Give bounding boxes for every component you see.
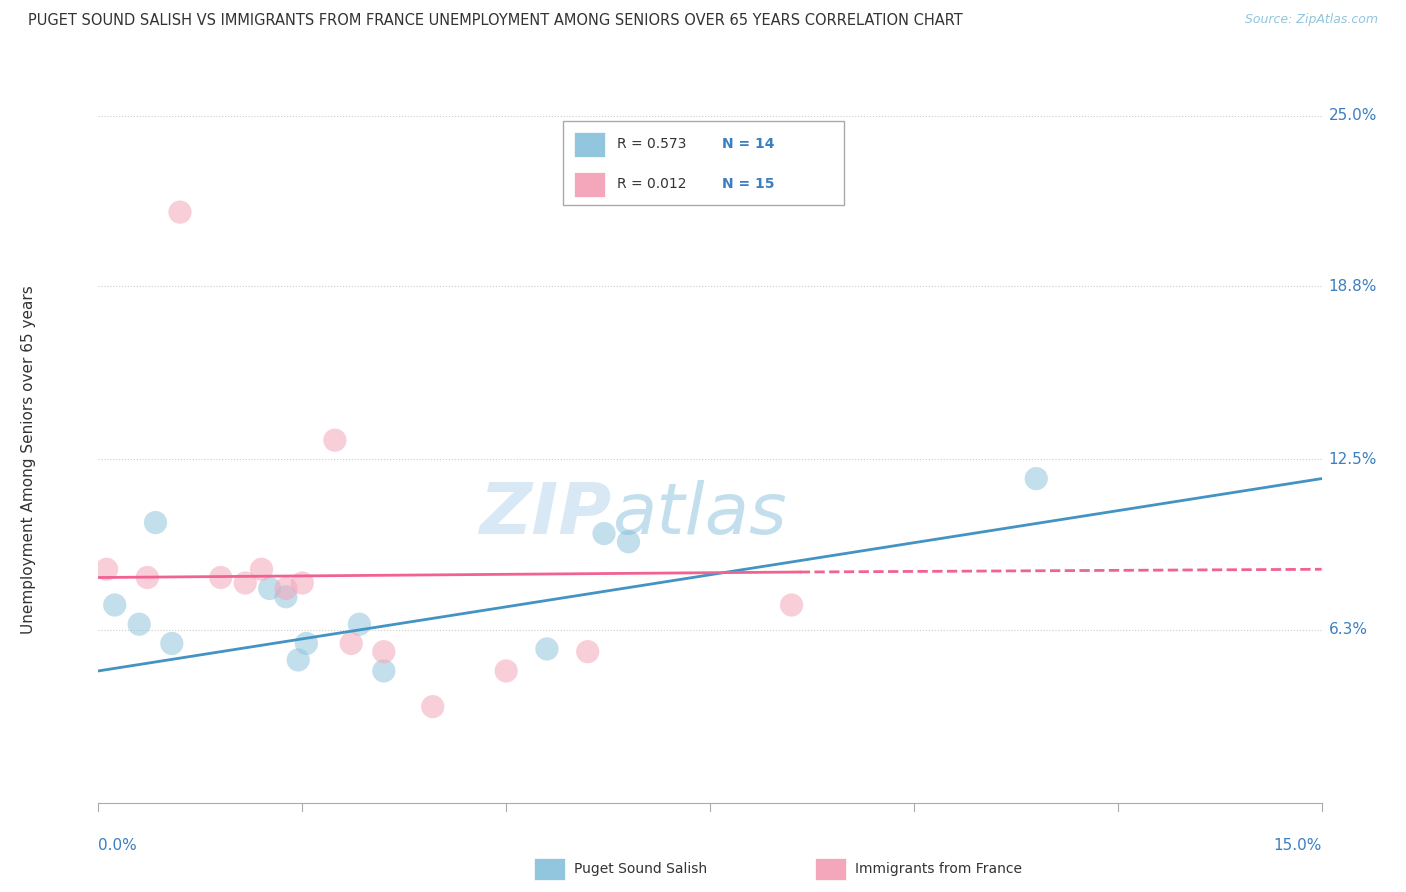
- Point: [274, 590, 297, 604]
- Point: [291, 576, 314, 591]
- Point: [373, 664, 395, 678]
- Text: Unemployment Among Seniors over 65 years: Unemployment Among Seniors over 65 years: [21, 285, 35, 633]
- Point: [780, 598, 803, 612]
- Text: Immigrants from France: Immigrants from France: [855, 862, 1022, 876]
- Point: [536, 642, 558, 657]
- Point: [422, 699, 444, 714]
- Point: [495, 664, 517, 678]
- Point: [259, 582, 281, 596]
- Point: [160, 636, 183, 650]
- Point: [128, 617, 150, 632]
- Text: PUGET SOUND SALISH VS IMMIGRANTS FROM FRANCE UNEMPLOYMENT AMONG SENIORS OVER 65 : PUGET SOUND SALISH VS IMMIGRANTS FROM FR…: [28, 13, 963, 29]
- Text: 6.3%: 6.3%: [1329, 623, 1368, 637]
- Text: Source: ZipAtlas.com: Source: ZipAtlas.com: [1244, 13, 1378, 27]
- Text: N = 15: N = 15: [723, 178, 775, 191]
- Point: [340, 636, 363, 650]
- Text: N = 14: N = 14: [723, 137, 775, 152]
- Text: R = 0.573: R = 0.573: [617, 137, 686, 152]
- Point: [209, 570, 232, 584]
- Point: [373, 645, 395, 659]
- Text: Puget Sound Salish: Puget Sound Salish: [574, 862, 707, 876]
- Point: [145, 516, 167, 530]
- Text: 18.8%: 18.8%: [1329, 279, 1376, 293]
- Point: [295, 636, 318, 650]
- Text: ZIP: ZIP: [479, 480, 612, 549]
- Text: 0.0%: 0.0%: [98, 838, 138, 854]
- Point: [96, 562, 118, 576]
- Text: 12.5%: 12.5%: [1329, 452, 1376, 467]
- Point: [287, 653, 309, 667]
- Text: 15.0%: 15.0%: [1274, 838, 1322, 854]
- Text: R = 0.012: R = 0.012: [617, 178, 686, 191]
- Point: [169, 205, 191, 219]
- Point: [576, 645, 599, 659]
- Point: [1025, 472, 1047, 486]
- Point: [250, 562, 273, 576]
- Point: [136, 570, 159, 584]
- Point: [104, 598, 127, 612]
- Point: [593, 526, 616, 541]
- Point: [617, 534, 640, 549]
- Point: [349, 617, 371, 632]
- Point: [233, 576, 256, 591]
- Text: 25.0%: 25.0%: [1329, 109, 1376, 123]
- Text: atlas: atlas: [612, 480, 787, 549]
- Point: [274, 582, 297, 596]
- Point: [323, 433, 346, 447]
